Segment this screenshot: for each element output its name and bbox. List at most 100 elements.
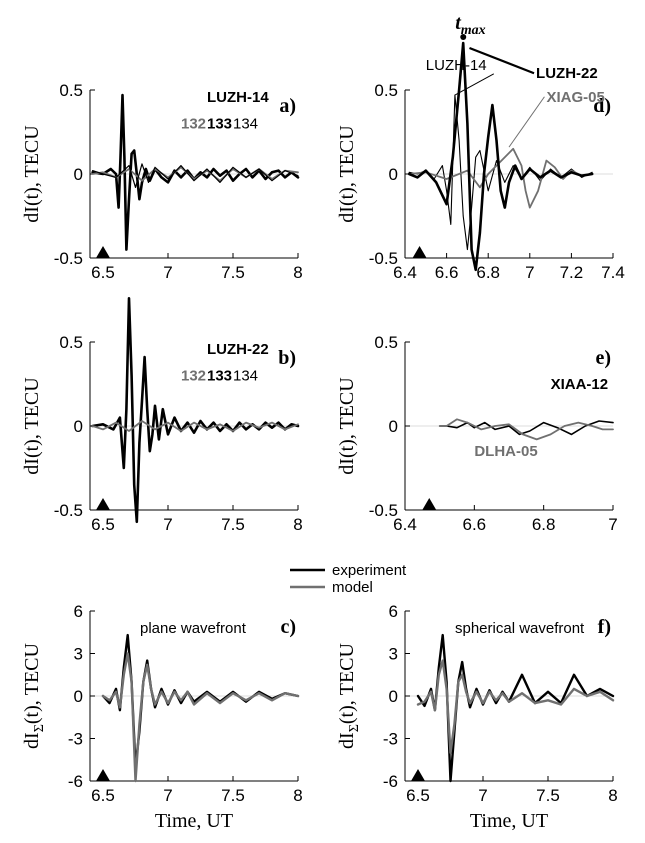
x-tick-label: 7.5 — [221, 263, 245, 282]
panel-label: a) — [279, 95, 296, 117]
x-tick-label: 7 — [608, 515, 617, 534]
panel-label: e) — [595, 347, 611, 369]
annotation: XIAA-12 — [551, 376, 609, 393]
x-tick-label: 7.5 — [221, 515, 245, 534]
x-tick-label: 7 — [163, 786, 172, 805]
y-tick-label: -6 — [383, 772, 398, 791]
x-tick-label: 6.5 — [91, 786, 115, 805]
y-axis-label: dI(t), TECU — [336, 125, 358, 223]
y-tick-label: 6 — [389, 602, 398, 621]
legend: experiment model — [290, 562, 407, 596]
annotation: 132 — [181, 368, 206, 385]
annotation: 134 — [233, 368, 258, 385]
x-tick-label: 8 — [293, 263, 302, 282]
y-tick-label: -0.5 — [369, 249, 398, 268]
start-marker — [411, 769, 425, 781]
tmax-point — [460, 33, 467, 40]
x-tick-label: 6.6 — [463, 515, 487, 534]
chart-panel-f: 6.5 7 7.5 8 -6 -3 0 3 6 dIΣ(t), TECU Time, UT f) sph… — [336, 602, 618, 832]
legend-model-label: model — [332, 579, 373, 596]
y-tick-label: 0 — [389, 687, 398, 706]
annotation-leader — [454, 73, 495, 96]
tmax-label: tmax — [455, 12, 485, 38]
panel-label: b) — [278, 347, 296, 369]
series-line-model — [438, 418, 614, 441]
x-tick-label: 6.4 — [393, 515, 417, 534]
annotation-leader — [469, 46, 535, 75]
start-marker — [96, 246, 110, 258]
annotation: DLHA-05 — [474, 443, 537, 460]
annotation: 133 — [207, 116, 232, 133]
series-line-model — [91, 420, 299, 432]
y-tick-label: 0 — [389, 417, 398, 436]
annotation: LUZH-14 — [207, 89, 269, 106]
x-tick-label: 7.5 — [536, 786, 560, 805]
y-tick-label: 6 — [74, 602, 83, 621]
chart-panel-d: 6.4 6.6 6.8 7 7.2 7.4 -0.5 0 0.5 dI(t), TECU d) LUZ… — [336, 12, 625, 282]
annotation: LUZH-14 — [426, 57, 487, 74]
series-line-experiment — [408, 94, 593, 251]
y-tick-label: 0.5 — [374, 333, 398, 352]
series-line-experiment — [407, 41, 594, 272]
series-line-model — [416, 659, 615, 754]
x-tick-label: 7 — [525, 263, 534, 282]
y-tick-label: 0.5 — [59, 333, 83, 352]
series-line-experiment — [438, 420, 614, 436]
x-tick-label: 6.8 — [532, 515, 556, 534]
x-tick-label: 6.5 — [91, 263, 115, 282]
x-tick-label: 7.5 — [221, 786, 245, 805]
y-axis-label: dIΣ(t), TECU — [336, 642, 362, 748]
x-tick-label: 7 — [163, 263, 172, 282]
x-tick-label: 6.4 — [393, 263, 417, 282]
y-tick-label: 3 — [74, 645, 83, 664]
y-tick-label: -0.5 — [369, 501, 398, 520]
series-line-model — [408, 147, 594, 209]
start-marker — [412, 246, 427, 258]
y-axis-label: dI(t), TECU — [336, 377, 358, 475]
annotation: 132 — [181, 116, 206, 133]
panel-label: f) — [598, 616, 611, 638]
y-tick-label: 0 — [389, 165, 398, 184]
annotation-leader — [508, 96, 545, 148]
series-line-experiment — [91, 163, 299, 188]
x-axis-label: Time, UT — [155, 810, 233, 832]
y-tick-label: 0.5 — [374, 81, 398, 100]
y-tick-label: -3 — [383, 730, 398, 749]
x-tick-label: 6.5 — [406, 786, 430, 805]
series-line-experiment — [91, 296, 300, 524]
annotation: 133 — [207, 368, 232, 385]
chart-panel-e: 6.4 6.6 6.8 7 -0.5 0 0.5 dI(t), TECU e) XIAA-12 DL… — [336, 333, 618, 534]
annotation: LUZH-22 — [207, 341, 269, 358]
x-axis-label: Time, UT — [470, 810, 548, 832]
start-marker — [96, 498, 110, 510]
x-tick-label: 8 — [608, 786, 617, 805]
series-line-experiment — [416, 633, 615, 783]
y-tick-label: 0.5 — [59, 81, 83, 100]
y-tick-label: -6 — [68, 772, 83, 791]
y-tick-label: -0.5 — [54, 501, 83, 520]
legend-experiment-label: experiment — [332, 562, 407, 579]
x-tick-label: 7.4 — [601, 263, 625, 282]
x-tick-label: 8 — [293, 515, 302, 534]
chart-panel-c: 6.5 7 7.5 8 -6 -3 0 3 6 dIΣ(t), TECU Time, UT c) pla… — [21, 602, 303, 832]
chart-title: plane wavefront — [140, 620, 247, 637]
panel-label: c) — [280, 616, 296, 638]
y-axis-label: dIΣ(t), TECU — [21, 642, 47, 748]
x-tick-label: 8 — [293, 786, 302, 805]
annotation: XIAG-05 — [546, 89, 604, 106]
annotation: 134 — [233, 116, 258, 133]
y-tick-label: -0.5 — [54, 249, 83, 268]
y-tick-label: 0 — [74, 417, 83, 436]
x-tick-label: 7.2 — [560, 263, 584, 282]
series-line-model — [101, 652, 300, 783]
annotation: LUZH-22 — [536, 65, 598, 82]
start-marker — [422, 498, 437, 510]
y-tick-label: 3 — [389, 645, 398, 664]
y-tick-label: 0 — [74, 165, 83, 184]
y-axis-label: dI(t), TECU — [21, 125, 43, 223]
y-axis-label: dI(t), TECU — [21, 377, 43, 475]
chart-title: spherical wavefront — [455, 620, 585, 637]
